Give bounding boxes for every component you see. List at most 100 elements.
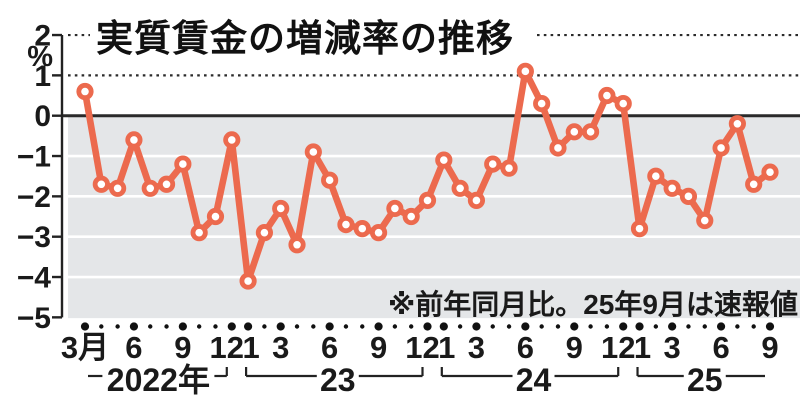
- y-axis-tick-label: −4: [17, 262, 52, 295]
- month-dot-minor: [686, 324, 691, 329]
- month-dot-major: [80, 322, 90, 331]
- month-dot-major: [227, 322, 236, 331]
- data-point: [353, 220, 371, 238]
- month-dot-minor: [196, 324, 202, 329]
- y-axis-tick-label: −3: [17, 221, 51, 254]
- data-point: [239, 272, 257, 290]
- data-point: [174, 155, 192, 173]
- data-point: [614, 95, 632, 113]
- month-dot-major: [668, 322, 677, 331]
- x-axis-month-label: 1: [438, 330, 455, 365]
- month-dot-minor: [148, 324, 153, 329]
- month-dot-major: [276, 322, 285, 331]
- data-point: [647, 167, 665, 185]
- data-point: [418, 191, 437, 209]
- data-point: [761, 163, 779, 181]
- data-point: [369, 224, 388, 242]
- y-axis-tick-label: 2: [34, 20, 51, 53]
- data-point: [467, 191, 486, 209]
- month-dot-major: [374, 322, 383, 331]
- month-dot-minor: [343, 324, 349, 329]
- month-dot-minor: [539, 324, 544, 329]
- month-dot-minor: [490, 324, 495, 329]
- data-point: [712, 139, 730, 157]
- data-point: [581, 123, 600, 141]
- month-dot-minor: [751, 324, 756, 329]
- month-dot-major: [178, 322, 187, 331]
- y-axis-unit-label: %: [27, 41, 53, 73]
- data-point: [76, 82, 94, 101]
- month-dot-minor: [392, 324, 398, 329]
- month-dot-minor: [164, 324, 169, 329]
- data-point: [728, 115, 746, 133]
- x-axis-month-label: 3: [272, 330, 289, 365]
- data-point: [321, 171, 339, 189]
- data-point: [337, 215, 355, 234]
- data-point: [402, 207, 420, 226]
- month-dot-major: [635, 322, 644, 331]
- month-dot-minor: [294, 324, 300, 329]
- data-point: [304, 143, 322, 161]
- data-point: [435, 151, 453, 169]
- data-point: [109, 179, 127, 197]
- data-point: [223, 131, 241, 149]
- data-point: [386, 199, 404, 218]
- month-dot-major: [325, 322, 334, 331]
- plot-background: [68, 115, 800, 319]
- month-dot-major: [716, 322, 726, 331]
- data-point: [125, 131, 143, 149]
- month-dot-minor: [506, 324, 512, 329]
- x-axis-month-label: 6: [125, 330, 142, 365]
- data-point: [598, 86, 616, 105]
- month-dot-minor: [262, 324, 267, 329]
- data-point: [679, 187, 698, 205]
- y-axis-tick-label: 0: [34, 100, 51, 133]
- data-point: [516, 62, 534, 80]
- data-point: [190, 224, 208, 242]
- data-point: [663, 179, 681, 197]
- data-point: [451, 179, 469, 197]
- month-dot-major: [570, 322, 579, 331]
- x-axis-month-label: 3月: [61, 330, 109, 365]
- x-axis-month-label: 1: [242, 330, 259, 365]
- y-axis-tick-label: −1: [17, 141, 51, 174]
- data-point: [745, 175, 763, 193]
- x-axis-year-label: 24: [516, 362, 552, 398]
- data-point: [549, 139, 567, 157]
- month-dot-minor: [735, 324, 740, 329]
- data-point: [565, 123, 583, 141]
- y-axis-tick-label: 1: [34, 60, 51, 93]
- month-dot-major: [439, 322, 448, 331]
- data-point: [533, 95, 551, 113]
- month-dot-minor: [653, 324, 659, 329]
- data-point: [157, 175, 176, 193]
- month-dot-minor: [604, 324, 610, 329]
- month-dot-minor: [115, 324, 120, 329]
- footnote: ※前年同月比。25年9月は速報値: [388, 289, 798, 320]
- x-axis-month-label: 6: [517, 330, 534, 365]
- data-point: [206, 207, 225, 226]
- x-axis-month-label: 6: [321, 330, 338, 365]
- x-axis-month-label: 3: [468, 330, 485, 365]
- y-axis-tick-label: −2: [17, 181, 51, 214]
- x-axis-year-label: 23: [320, 362, 356, 398]
- data-point: [255, 224, 274, 242]
- month-dot-minor: [99, 324, 104, 329]
- data-point: [696, 211, 714, 230]
- chart-title: 実質賃金の増減率の推移: [96, 18, 514, 59]
- month-dot-major: [619, 322, 628, 331]
- x-axis-month-label: 1: [634, 330, 651, 365]
- month-dot-minor: [555, 324, 561, 329]
- x-axis-month-label: 12: [405, 330, 439, 365]
- data-point: [92, 175, 110, 193]
- month-dot-major: [521, 322, 530, 331]
- x-axis-year-label: 2022年: [107, 362, 210, 398]
- x-axis-month-label: 3: [664, 330, 681, 365]
- month-dot-minor: [702, 324, 707, 329]
- month-dot-major: [129, 322, 139, 331]
- data-point: [630, 220, 649, 238]
- month-dot-major: [243, 322, 253, 331]
- x-axis-month-label: 6: [712, 330, 729, 365]
- x-axis-year-label: 25: [687, 362, 723, 398]
